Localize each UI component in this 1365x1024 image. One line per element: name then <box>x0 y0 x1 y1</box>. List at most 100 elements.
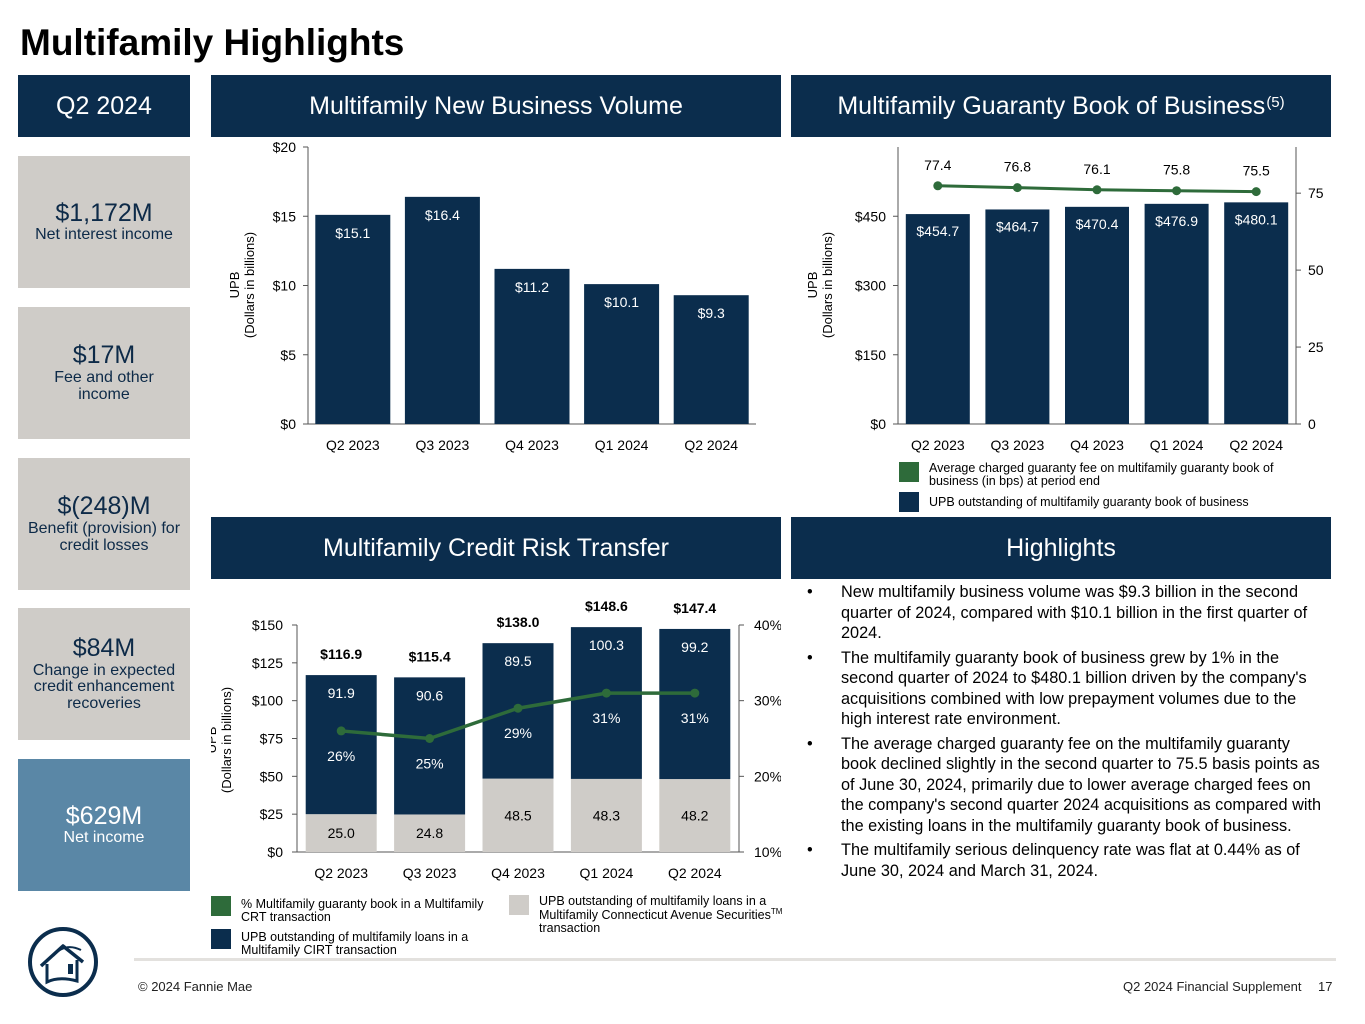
x-tick-label: Q4 2023 <box>1070 437 1124 453</box>
crt-percent-label: 31% <box>592 710 620 726</box>
bar-value-label: $16.4 <box>425 207 460 223</box>
bar-cas-label: 24.8 <box>416 825 443 841</box>
y-axis-label: UPB(Dollars in billions) <box>211 687 234 793</box>
highlight-item: The multifamily serious delinquency rate… <box>805 840 1325 881</box>
kpi-net-income: $629M Net income <box>18 759 190 891</box>
bar <box>584 284 660 424</box>
bar-total-label: $116.9 <box>320 646 362 662</box>
bar-cas <box>394 814 466 852</box>
guaranty-fee-point <box>933 181 943 191</box>
bar-total-label: $147.4 <box>673 600 716 616</box>
crt-percent-point <box>690 688 700 698</box>
guaranty-fee-label: 75.8 <box>1163 162 1190 178</box>
y-axis-label-line: UPB <box>211 727 219 754</box>
x-tick-label: Q2 2023 <box>326 437 380 453</box>
bar <box>1144 203 1209 424</box>
highlight-item: New multifamily business volume was $9.3… <box>805 582 1325 644</box>
bar-value-label: $10.1 <box>604 294 639 310</box>
kpi-credit-losses: $(248)M Benefit (provision) for credit l… <box>18 458 190 590</box>
kpi-value: $(248)M <box>57 492 151 521</box>
footnote-ref: (5) <box>1266 93 1285 111</box>
bar-value-label: $470.4 <box>1076 216 1119 232</box>
bar-total-label: $148.6 <box>585 598 628 614</box>
bar-cas <box>570 778 642 852</box>
bar-value-label: $11.2 <box>515 279 549 295</box>
x-tick-label: Q2 2023 <box>314 865 368 881</box>
y2-tick-label: 30% <box>754 693 781 709</box>
x-tick-label: Q3 2023 <box>991 437 1045 453</box>
bar-cas <box>482 778 554 852</box>
x-tick-label: Q1 2024 <box>1150 437 1204 453</box>
bar-value-label: $454.7 <box>916 223 959 239</box>
guaranty-fee-label: 76.1 <box>1083 161 1110 177</box>
legend-crt-pct: % Multifamily guaranty book in a Multifa… <box>211 896 501 924</box>
legend-label: Average charged guaranty fee on multifam… <box>929 461 1274 489</box>
y2-tick-label: 75 <box>1308 185 1324 201</box>
guaranty-book-header-text: Multifamily Guaranty Book of Business <box>837 91 1266 120</box>
y-axis-label-line: (Dollars in billions) <box>820 232 835 338</box>
bar <box>1065 206 1129 424</box>
legend-guaranty-fee: Average charged guaranty fee on multifam… <box>899 461 1319 489</box>
x-tick-label: Q2 2024 <box>1229 437 1283 453</box>
bar-cirt-label: 89.5 <box>504 653 531 669</box>
guaranty-fee-label: 76.8 <box>1004 159 1031 175</box>
legend-text: UPB outstanding of multifamily loans in … <box>539 894 771 923</box>
bar-cas-label: 48.5 <box>504 807 531 823</box>
bar <box>985 209 1050 424</box>
guaranty-fee-label: 75.5 <box>1243 163 1270 179</box>
x-tick-label: Q1 2024 <box>595 437 649 453</box>
legend-label: UPB outstanding of multifamily loans in … <box>241 930 469 958</box>
kpi-value: $629M <box>65 801 143 830</box>
crt-percent-point <box>336 726 346 736</box>
crt-percent-label: 25% <box>416 756 444 772</box>
crt-percent-point <box>513 703 523 713</box>
y-tick-label: $20 <box>273 139 297 155</box>
kpi-label: Net income <box>63 829 145 847</box>
guaranty-fee-point <box>1092 185 1102 195</box>
y2-tick-label: 20% <box>754 768 781 784</box>
guaranty-fee-label: 77.4 <box>924 157 951 173</box>
guaranty-book-header: Multifamily Guaranty Book of Business (5) <box>791 75 1331 137</box>
y2-tick-label: 25 <box>1308 339 1324 355</box>
quarter-header: Q2 2024 <box>18 75 190 137</box>
legend-swatch-gray <box>509 895 529 915</box>
page-title: Multifamily Highlights <box>20 22 405 63</box>
x-tick-label: Q2 2024 <box>684 437 738 453</box>
bar-cirt-label: 90.6 <box>416 687 443 703</box>
x-tick-label: Q3 2023 <box>416 437 470 453</box>
footer-divider <box>134 958 1336 961</box>
y2-tick-label: 50 <box>1308 262 1324 278</box>
bar-value-label: $9.3 <box>698 305 725 321</box>
crt-percent-point <box>425 734 435 743</box>
bar-cirt-label: 100.3 <box>589 637 624 653</box>
y-tick-label: $0 <box>280 416 296 432</box>
legend-guaranty-upb: UPB outstanding of multifamily guaranty … <box>899 492 1319 512</box>
bar-value-label: $480.1 <box>1235 211 1278 227</box>
legend-label: UPB outstanding of multifamily guaranty … <box>929 495 1249 509</box>
credit-risk-transfer-chart: $0 $25 $50 $75 $100 $125 $150 10% 20% 30% 40% UPB(D… <box>211 598 781 881</box>
x-tick-label: Q2 2024 <box>668 865 722 881</box>
copyright: © 2024 Fannie Mae <box>138 979 253 994</box>
bar-value-label: $464.7 <box>996 218 1039 234</box>
crt-percent-label: 26% <box>327 748 355 764</box>
y-tick-label: $10 <box>273 278 297 294</box>
kpi-net-interest-income: $1,172M Net interest income <box>18 156 190 288</box>
bar <box>315 214 391 424</box>
new-business-volume-chart: $0 $5 $10 $15 $20 UPB(Dollars in billions) $15… <box>227 139 756 453</box>
bar-cirt-label: 99.2 <box>681 639 708 655</box>
bar-cas-label: 48.2 <box>681 808 708 824</box>
bar-cirt <box>305 675 377 815</box>
legend-label: UPB outstanding of multifamily loans in … <box>539 894 809 936</box>
legend-swatch-navy <box>211 929 231 949</box>
y2-tick-label: 40% <box>754 617 781 633</box>
crt-percent-point <box>601 688 611 698</box>
crt-percent-label: 29% <box>504 725 532 741</box>
legend-label: % Multifamily guaranty book in a Multifa… <box>241 897 484 925</box>
kpi-fee-income: $17M Fee and other income <box>18 307 190 439</box>
x-tick-label: Q4 2023 <box>491 865 545 881</box>
kpi-value: $84M <box>72 634 136 663</box>
legend-text-suffix: transaction <box>539 921 601 936</box>
fannie-mae-logo-icon <box>28 927 98 997</box>
kpi-label: Benefit (provision) for credit losses <box>27 519 181 554</box>
y-axis-label: UPB(Dollars in billions) <box>227 232 257 338</box>
